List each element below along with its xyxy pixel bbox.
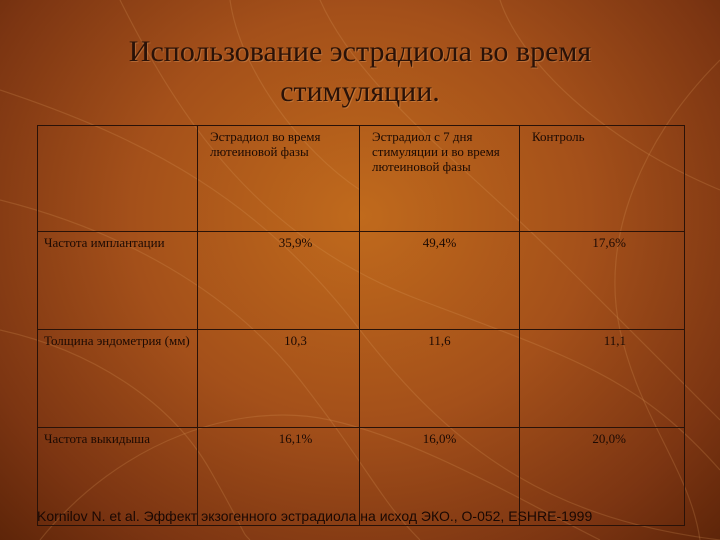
table-cell: 10,3 bbox=[197, 329, 360, 429]
table-cell: 11,6 bbox=[359, 329, 520, 429]
header-day7-estradiol: Эстрадиол с 7 дня стимуляции и во время … bbox=[359, 124, 520, 233]
citation-text: Kornilov N. et al. Эффект экзогенного эс… bbox=[37, 508, 593, 524]
table-row: Частота имплантации 35,9% 49,4% 17,6% bbox=[37, 231, 685, 331]
table-row: Толщина эндометрия (мм) 10,3 11,6 11,1 bbox=[37, 329, 685, 429]
table-cell: 17,6% bbox=[519, 231, 685, 331]
table-cell: 49,4% bbox=[359, 231, 520, 331]
table-cell: 11,1 bbox=[519, 329, 685, 429]
header-luteal-estradiol: Эстрадиол во время лютеиновой фазы bbox=[197, 124, 360, 233]
slide-title: Использование эстрадиола во время стимул… bbox=[60, 32, 660, 112]
table-header-row: Эстрадиол во время лютеиновой фазы Эстра… bbox=[37, 124, 685, 233]
table-cell: 16,0% bbox=[359, 427, 520, 526]
header-empty-cell bbox=[37, 124, 198, 233]
table-cell: 20,0% bbox=[519, 427, 685, 526]
table-row: Частота выкидыша 16,1% 16,0% 20,0% bbox=[37, 427, 685, 526]
header-control: Контроль bbox=[519, 124, 685, 233]
slide-title-line-1: Использование эстрадиола во время bbox=[128, 35, 592, 68]
table-cell: 35,9% bbox=[197, 231, 360, 331]
row-label-miscarriage: Частота выкидыша bbox=[37, 427, 198, 526]
row-label-endometrium: Толщина эндометрия (мм) bbox=[37, 329, 198, 429]
table-cell: 16,1% bbox=[197, 427, 360, 526]
slide-title-line-2: стимуляции. bbox=[280, 75, 440, 108]
results-table: Эстрадиол во время лютеиновой фазы Эстра… bbox=[37, 124, 685, 526]
row-label-implantation: Частота имплантации bbox=[37, 231, 198, 331]
